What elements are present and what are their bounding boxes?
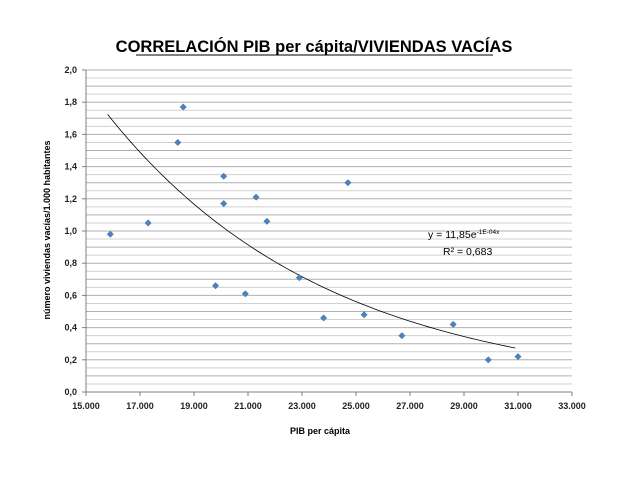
data-point (252, 193, 260, 201)
data-point (398, 332, 406, 340)
gridlines (86, 69, 572, 393)
data-points (106, 103, 522, 364)
data-point (263, 217, 271, 225)
data-point (449, 320, 457, 328)
x-tick-label: 19.000 (180, 401, 208, 411)
data-point (484, 356, 492, 364)
y-tick-label: 0,2 (64, 355, 77, 365)
trendline-equation: y = 11,85e-1E-04x (428, 229, 500, 241)
data-point (144, 219, 152, 227)
data-point (220, 172, 228, 180)
data-point (174, 138, 182, 147)
x-tick-labels: 15.000 17.000 19.000 21.000 23.000 25.000 27.0… (72, 401, 586, 411)
trendline-equation-exponent: -1E-04x (477, 229, 501, 236)
y-tick-label: 0,8 (64, 258, 77, 268)
data-point (220, 200, 228, 208)
trendline (107, 114, 516, 349)
data-point (106, 230, 114, 238)
trendline-curve (107, 114, 516, 349)
x-tick-label: 31.000 (504, 401, 532, 411)
y-tick-label: 2,0 (64, 65, 77, 75)
data-point (212, 282, 220, 290)
trendline-r2: R² = 0,683 (443, 246, 492, 258)
x-axis-label: PIB per cápita (290, 426, 351, 436)
x-tick-label: 15.000 (72, 401, 100, 411)
y-tick-label: 0,6 (64, 290, 77, 300)
y-tick-labels: 0,0 0,2 0,4 0,6 0,8 1,0 1,2 1,4 1,6 1,8 2,0 (64, 65, 77, 397)
y-axis-label: número viviendas vacías/1.000 habitantes (42, 140, 52, 319)
y-tick-label: 1,2 (64, 194, 77, 204)
x-tick-label: 27.000 (396, 401, 424, 411)
data-point (360, 311, 368, 319)
y-tick-label: 0,4 (64, 323, 77, 333)
x-tick-label: 33.000 (558, 401, 586, 411)
x-tick-label: 17.000 (126, 401, 154, 411)
x-tick-label: 21.000 (234, 401, 262, 411)
axes (82, 69, 573, 396)
x-tick-label: 29.000 (450, 401, 478, 411)
data-point (320, 314, 328, 322)
trendline-equation-base: y = 11,85e (428, 229, 477, 241)
data-point (344, 179, 352, 187)
y-tick-label: 1,6 (64, 129, 77, 139)
data-point (295, 274, 303, 282)
y-tick-label: 1,4 (64, 162, 77, 172)
y-tick-label: 1,0 (64, 226, 77, 236)
y-tick-label: 1,8 (64, 97, 77, 107)
y-tick-label: 0,0 (64, 387, 77, 397)
chart-title: CORRELACIÓN PIB per cápita/VIVIENDAS VAC… (116, 37, 513, 56)
data-point (179, 103, 187, 111)
x-tick-label: 25.000 (342, 401, 370, 411)
data-point (241, 290, 249, 298)
data-point (514, 353, 522, 361)
x-tick-label: 23.000 (288, 401, 316, 411)
